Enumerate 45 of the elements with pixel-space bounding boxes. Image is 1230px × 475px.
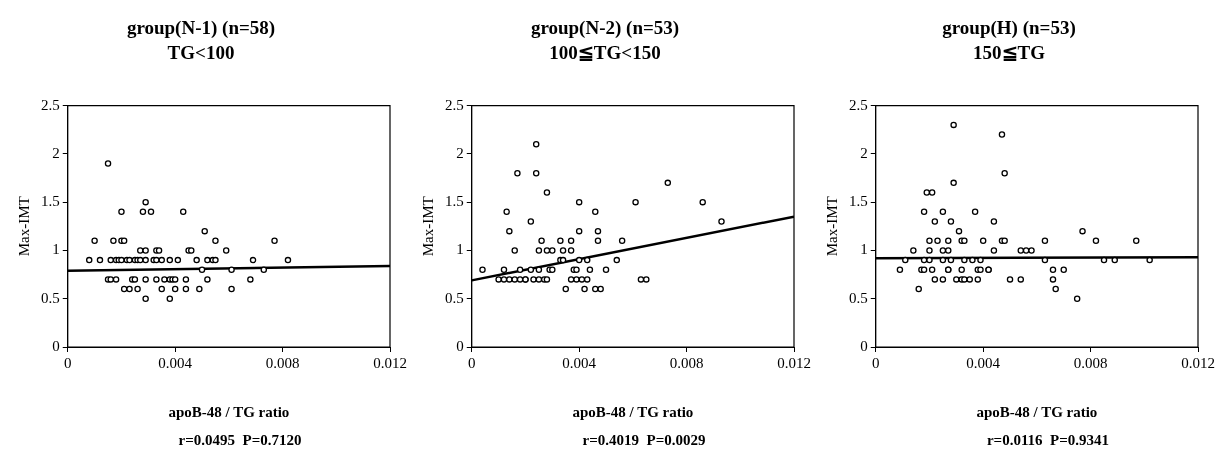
y-tick-label: 0.5 (41, 289, 60, 306)
x-tick-label: 0.008 (669, 354, 704, 371)
y-tick-label: 0.5 (445, 289, 464, 306)
y-tick-label: 0 (860, 337, 868, 354)
y-tick-label: 1.5 (849, 193, 868, 210)
y-tick-label: 0.5 (849, 289, 868, 306)
y-axis-title: Max-IMT (15, 196, 32, 257)
x-tick-label: 0.008 (1073, 354, 1108, 371)
x-tick-label: 0 (64, 354, 72, 371)
y-tick-label: 2.5 (849, 96, 868, 113)
y-tick-label: 1 (456, 241, 464, 258)
text: r=0.0495 P=0.7120 (177, 432, 302, 449)
chart-title: group(N-2) (n=53) (530, 17, 680, 40)
x-axis-title: apoB-48 / TG ratio (168, 403, 290, 420)
x-tick-label: 0 (872, 354, 880, 371)
x-axis-title: apoB-48 / TG ratio (572, 403, 694, 420)
y-axis-title: Max-IMT (419, 196, 436, 257)
y-tick-label: 1 (860, 241, 868, 258)
y-tick-label: 1 (52, 241, 60, 258)
y-tick-label: 2.5 (41, 96, 60, 113)
x-tick-label: 0.004 (158, 354, 193, 371)
text: r=0.0116 P=0.9341 (985, 432, 1110, 449)
y-tick-label: 1.5 (41, 193, 60, 210)
y-tick-label: 2 (456, 144, 464, 161)
chart-title: group(H) (n=53) (942, 17, 1076, 40)
y-tick-label: 0 (52, 337, 60, 354)
chart-subtitle: 100≦TG<150 (549, 42, 661, 64)
y-tick-label: 2.5 (445, 96, 464, 113)
chart-subtitle: TG<100 (167, 42, 235, 64)
y-axis-title: Max-IMT (823, 196, 840, 257)
text: r=0.4019 P=0.0029 (581, 432, 706, 449)
x-tick-label: 0.012 (1181, 354, 1215, 371)
x-tick-label: 0.008 (265, 354, 300, 371)
x-tick-label: 0 (468, 354, 476, 371)
x-tick-label: 0.004 (562, 354, 597, 371)
chart-title: group(N-1) (n=58) (126, 17, 276, 40)
x-axis-title: apoB-48 / TG ratio (976, 403, 1098, 420)
y-tick-label: 2 (52, 144, 60, 161)
y-tick-label: 2 (860, 144, 868, 161)
x-tick-label: 0.004 (966, 354, 1001, 371)
x-tick-label: 0.012 (373, 354, 407, 371)
chart-subtitle: 150≦TG (973, 42, 1046, 64)
x-tick-label: 0.012 (777, 354, 811, 371)
y-tick-label: 0 (456, 337, 464, 354)
y-tick-label: 1.5 (445, 193, 464, 210)
